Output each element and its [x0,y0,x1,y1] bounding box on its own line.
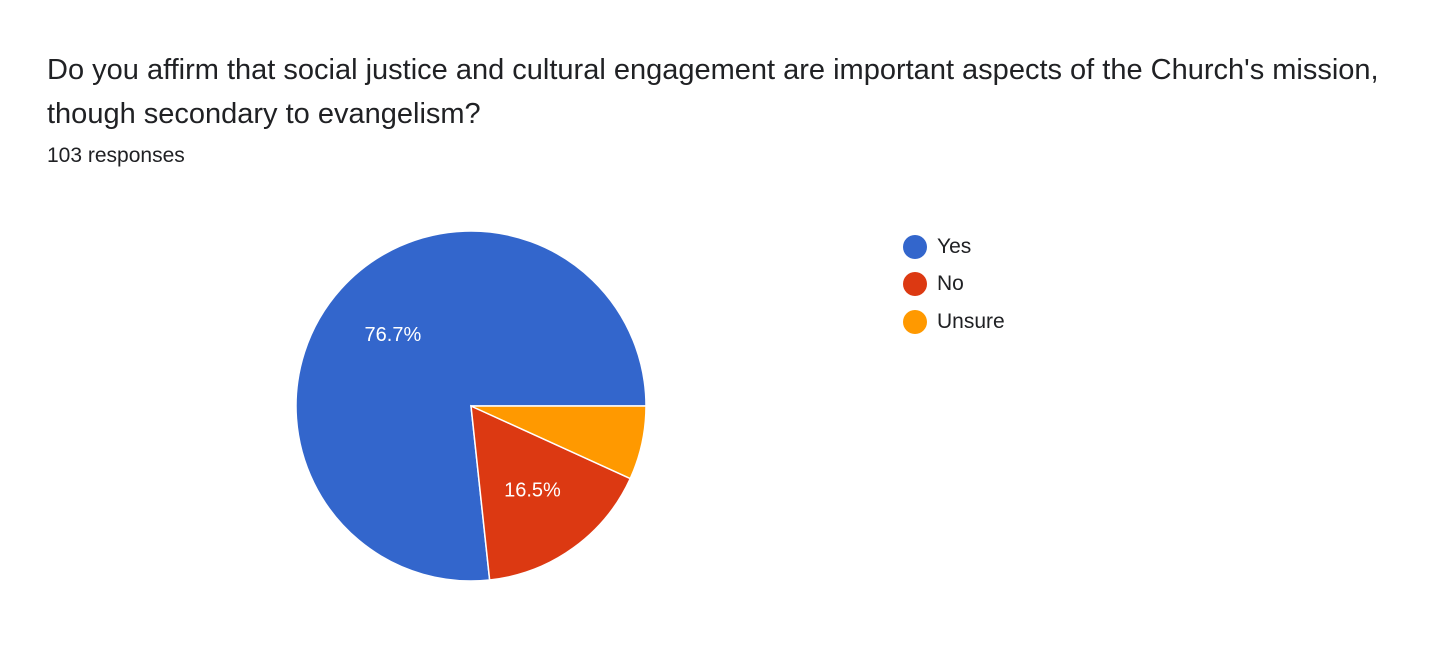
legend-label: Unsure [937,309,1005,333]
legend-swatch-icon [903,234,927,259]
pie-data-label-no: 16.5% [504,479,561,501]
legend-item-no[interactable]: No [903,266,1005,304]
legend-label: No [937,272,964,296]
question-title: Do you affirm that social justice and cu… [47,54,1379,130]
chart-legend: Yes No Unsure [903,228,1005,341]
legend-item-yes[interactable]: Yes [903,228,1005,266]
pie-slice-unsure[interactable] [470,405,647,480]
legend-label: Yes [937,234,972,258]
legend-item-unsure[interactable]: Unsure [903,303,1005,341]
response-count: 103 responses [47,144,185,167]
pie-data-label-yes: 76.7% [365,324,422,346]
pie-slice-no[interactable] [470,404,632,581]
legend-swatch-icon [903,309,927,334]
legend-swatch-icon [903,272,927,297]
